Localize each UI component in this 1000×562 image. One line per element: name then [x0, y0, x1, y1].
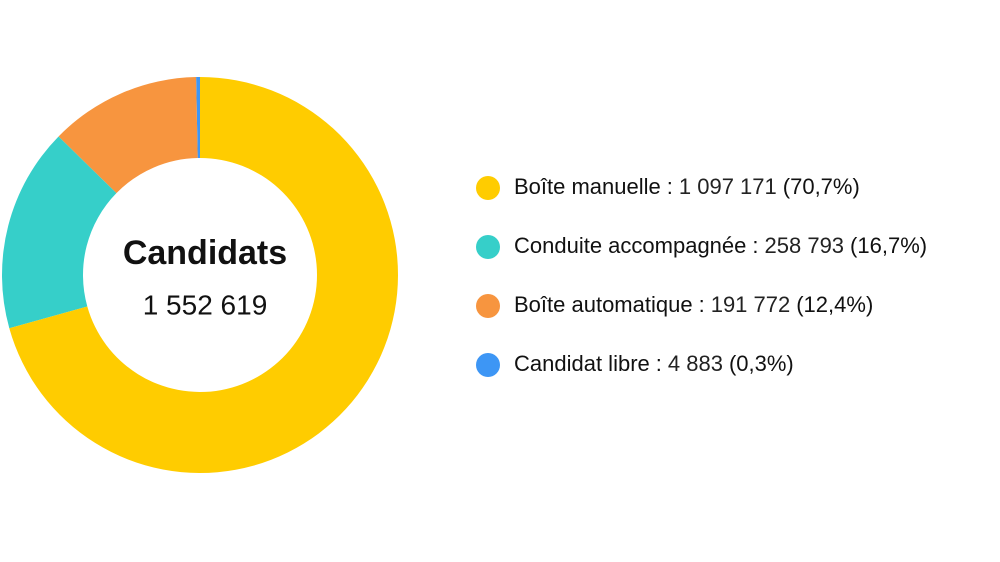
total-label: 1 552 619 — [143, 289, 268, 320]
legend-name: Conduite accompagnée — [514, 233, 746, 258]
donut-segment — [58, 77, 198, 194]
legend-entry: Candidat libre:4 883 (0,3%) — [514, 351, 794, 376]
donut-segment — [196, 77, 200, 159]
legend-marker — [476, 353, 500, 377]
donut-segment — [2, 136, 117, 329]
legend-entry: Conduite accompagnée:258 793 (16,7%) — [514, 233, 927, 258]
legend-separator: : — [752, 233, 758, 258]
legend-name: Candidat libre — [514, 351, 650, 376]
legend-percent: (0,3%) — [729, 351, 794, 376]
legend-separator: : — [656, 351, 662, 376]
legend-value: 191 772 — [711, 292, 791, 317]
donut-segment — [9, 77, 399, 473]
legend-entry: Boîte automatique:191 772 (12,4%) — [514, 292, 873, 317]
legend-marker — [476, 235, 500, 259]
legend-value: 4 883 — [668, 351, 723, 376]
legend-marker — [476, 176, 500, 200]
legend-separator: : — [667, 174, 673, 199]
legend-percent: (16,7%) — [850, 233, 927, 258]
legend-percent: (70,7%) — [783, 174, 860, 199]
legend-value: 258 793 — [765, 233, 845, 258]
legend-name: Boîte automatique — [514, 292, 693, 317]
legend-entry: Boîte manuelle:1 097 171 (70,7%) — [514, 174, 860, 199]
legend: Boîte manuelle:1 097 171 (70,7%)Conduite … — [476, 174, 927, 377]
chart-title: Candidats — [123, 234, 287, 272]
legend-percent: (12,4%) — [796, 292, 873, 317]
legend-separator: : — [699, 292, 705, 317]
legend-value: 1 097 171 — [679, 174, 777, 199]
legend-marker — [476, 294, 500, 318]
legend-name: Boîte manuelle — [514, 174, 661, 199]
